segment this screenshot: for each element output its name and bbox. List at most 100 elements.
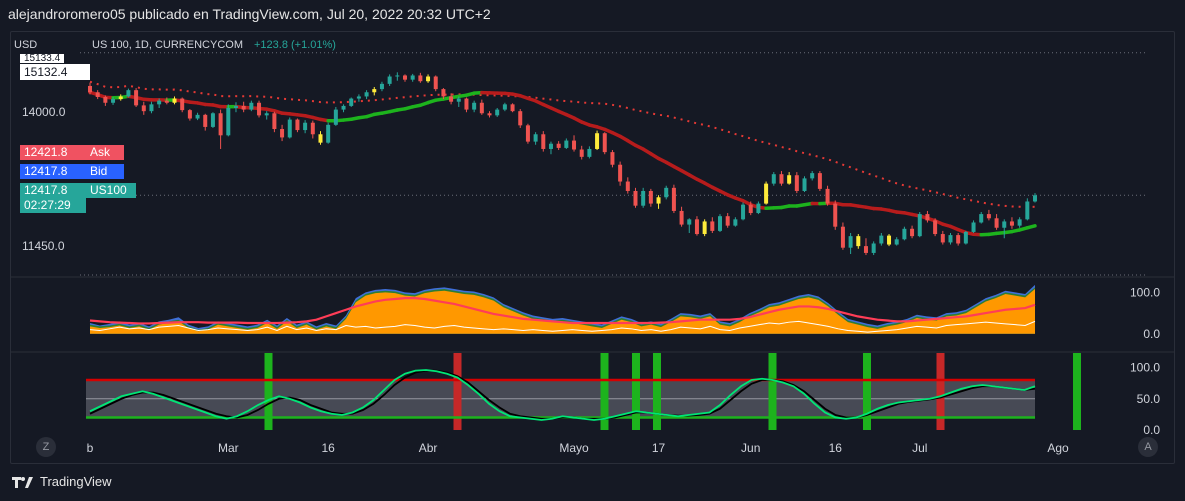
candle [948, 232, 953, 245]
candle-body [664, 187, 669, 198]
candle-body [103, 96, 108, 103]
candle [572, 135, 577, 152]
candle-body [456, 98, 461, 102]
candle-body [1033, 195, 1037, 202]
candle-body [418, 75, 423, 82]
symbol-label[interactable]: US 100, 1D, CURRENCYCOM [92, 39, 243, 51]
candle-body [264, 113, 269, 116]
candle [1033, 193, 1037, 203]
candle-body [533, 134, 538, 142]
candle [771, 172, 776, 186]
candle-body [541, 134, 546, 149]
candle-body [840, 226, 845, 248]
candle-body [564, 140, 569, 148]
candle-body [764, 183, 769, 204]
candle-body [410, 75, 415, 80]
candle [364, 90, 369, 100]
candle [479, 99, 484, 115]
candle-body [441, 89, 446, 97]
candle-body [902, 228, 907, 240]
candle-body [618, 164, 623, 182]
osc-orange-area [90, 289, 1035, 334]
candle-body [625, 181, 630, 191]
candle-body [149, 104, 154, 112]
candle [241, 101, 246, 113]
candle-body [203, 114, 208, 127]
candle-body [180, 98, 185, 111]
candle-body [986, 214, 991, 219]
change-label: +123.8 (+1.01%) [254, 39, 336, 51]
stoch-y-tick-1: 50.0 [1137, 392, 1161, 406]
candle [863, 238, 868, 256]
candle-body [725, 216, 730, 226]
candle [372, 87, 377, 96]
x-tick-8: Jul [912, 441, 927, 455]
candle [111, 96, 116, 105]
footer-brand[interactable]: TradingView [12, 474, 112, 489]
candle-body [733, 219, 738, 226]
candle-body [387, 76, 392, 84]
candle [671, 184, 676, 214]
candle [180, 97, 185, 113]
candle [548, 141, 553, 155]
candle [664, 185, 669, 200]
price-label-top: 15132.4 [20, 64, 90, 80]
candle [587, 146, 592, 159]
candle [472, 100, 477, 113]
stoch-y-tick-0: 100.0 [1130, 361, 1160, 375]
candle [272, 111, 277, 133]
candle [164, 97, 169, 105]
candle [894, 237, 899, 246]
candle-body [825, 188, 830, 204]
candle [940, 230, 945, 245]
candle-body [940, 234, 945, 243]
candle [787, 172, 792, 185]
candle [810, 171, 815, 181]
symbol-tag: US100 [86, 183, 136, 198]
candle [126, 88, 131, 98]
candle [333, 106, 338, 126]
candle-body [894, 239, 899, 245]
candle [702, 219, 707, 237]
auto-scale-button[interactable]: A [1138, 437, 1158, 457]
x-tick-1: Mar [218, 441, 239, 455]
candle-body [963, 231, 968, 244]
candle [986, 209, 991, 221]
chart-header: alejandroromero05 publicado en TradingVi… [8, 6, 491, 22]
candle-body [157, 100, 162, 105]
candle-body [741, 204, 746, 220]
candle [310, 120, 315, 139]
candle [579, 145, 584, 160]
candle-body [1009, 221, 1014, 226]
candle-body [879, 235, 884, 244]
candle-body [863, 246, 868, 253]
candle-body [479, 102, 484, 114]
candle-body [218, 113, 223, 136]
candle-body [856, 236, 861, 247]
candle-body [779, 174, 784, 184]
candle [441, 88, 446, 100]
stoch-d-line [89, 369, 1036, 420]
candle [172, 96, 177, 105]
x-tick-9: Ago [1047, 441, 1069, 455]
candle [379, 81, 384, 92]
candle [902, 226, 907, 241]
candle [210, 112, 215, 128]
candle-body [518, 111, 523, 126]
signal-column-1 [453, 353, 462, 430]
candle [1009, 217, 1014, 229]
candle [233, 102, 238, 113]
candle [956, 232, 961, 246]
candle-body [610, 152, 615, 165]
candle [741, 202, 746, 221]
candle-body [587, 148, 592, 157]
zoom-button[interactable]: Z [36, 437, 56, 457]
candle [856, 234, 861, 249]
candle-body [556, 143, 561, 148]
candle [418, 72, 423, 83]
candle-body [702, 221, 707, 235]
candle-body [956, 235, 961, 244]
candle [656, 195, 661, 209]
candle-body [495, 109, 500, 116]
